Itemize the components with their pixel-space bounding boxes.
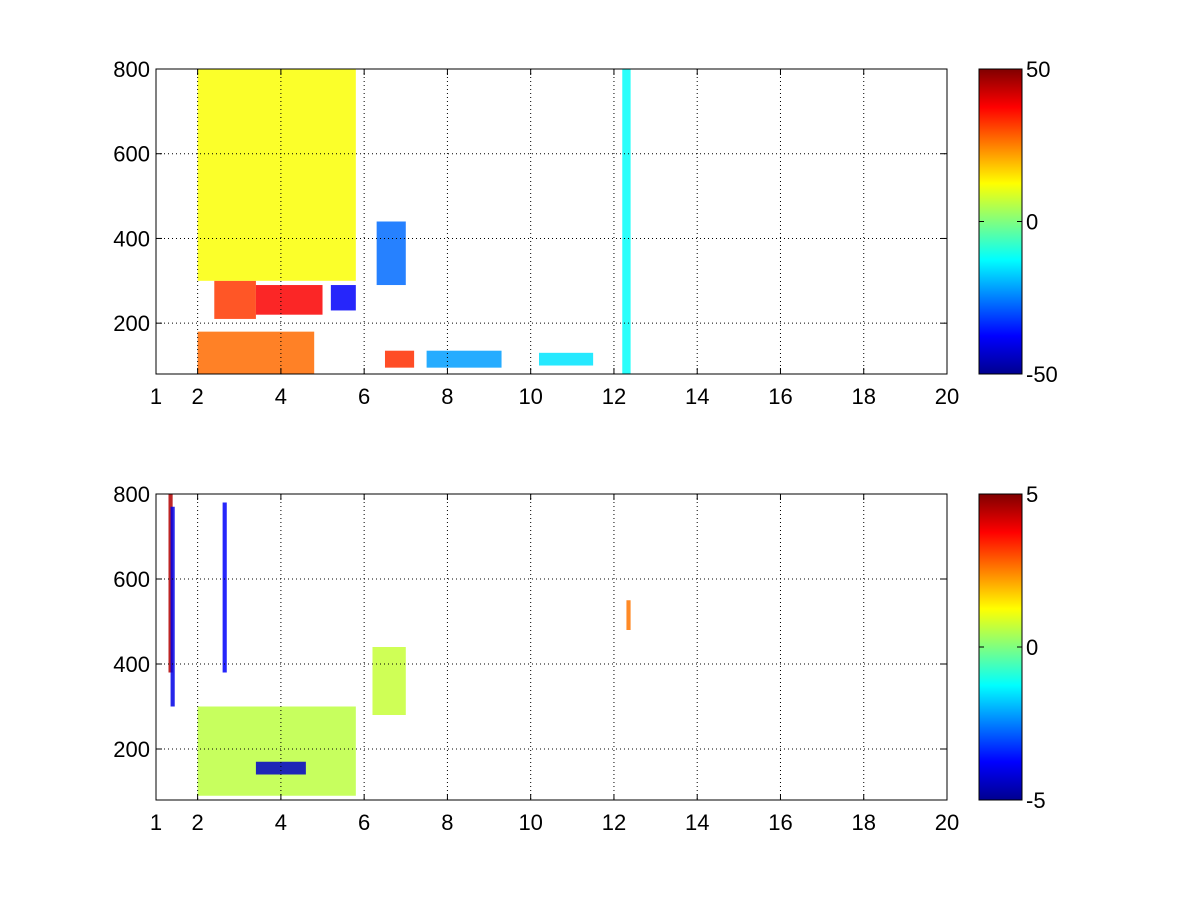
- colorbar: [978, 493, 1023, 801]
- x-tick-label: 18: [851, 384, 875, 409]
- heatmap-cell: [168, 494, 173, 673]
- x-tick-label: 4: [275, 810, 287, 835]
- x-tick-label: 1: [150, 810, 162, 835]
- x-tick-label: 10: [518, 384, 542, 409]
- x-tick-label: 10: [518, 810, 542, 835]
- heatmap-cell: [626, 600, 631, 630]
- colorbar-tick-label: -50: [1026, 362, 1058, 387]
- axes-frame: [155, 493, 948, 801]
- y-tick-label: 800: [113, 482, 150, 507]
- y-tick-label: 600: [113, 142, 150, 167]
- heatmap-cell: [197, 69, 356, 281]
- heatmap-cell: [214, 280, 256, 319]
- x-tick-label: 16: [768, 810, 792, 835]
- y-tick-label: 200: [113, 737, 150, 762]
- x-tick-label: 18: [851, 810, 875, 835]
- x-tick-label: 14: [685, 384, 709, 409]
- x-tick-label: 12: [602, 810, 626, 835]
- y-tick-label: 400: [113, 652, 150, 677]
- x-tick-label: 6: [358, 810, 370, 835]
- colorbar: [978, 68, 1023, 375]
- x-tick-label: 20: [935, 810, 959, 835]
- colorbar-tick-label: 50: [1026, 57, 1050, 82]
- heatmap-cell: [426, 350, 502, 368]
- axes-frame: [155, 68, 948, 375]
- y-tick-label: 200: [113, 311, 150, 336]
- x-tick-label: 14: [685, 810, 709, 835]
- x-tick-label: 8: [441, 384, 453, 409]
- y-tick-label: 400: [113, 226, 150, 251]
- heatmap-cell: [222, 502, 227, 673]
- y-tick-label: 600: [113, 567, 150, 592]
- x-tick-label: 20: [935, 384, 959, 409]
- x-tick-label: 6: [358, 384, 370, 409]
- colorbar-tick-label: -5: [1026, 788, 1046, 813]
- x-tick-label: 1: [150, 384, 162, 409]
- heatmap-cell: [255, 285, 323, 315]
- heatmap-cell: [197, 331, 315, 374]
- colorbar-tick-label: 5: [1026, 482, 1038, 507]
- x-tick-label: 8: [441, 810, 453, 835]
- x-tick-label: 2: [192, 384, 204, 409]
- x-tick-label: 2: [192, 810, 204, 835]
- x-tick-label: 16: [768, 384, 792, 409]
- heatmap-cell: [330, 285, 356, 311]
- heatmap-cell: [376, 221, 406, 286]
- heatmap-cell: [539, 352, 594, 366]
- heatmap-cell: [622, 69, 631, 374]
- heatmap-cell: [170, 506, 175, 707]
- heatmap-cell: [197, 706, 356, 796]
- x-tick-label: 12: [602, 384, 626, 409]
- heatmap-cell: [255, 761, 306, 775]
- colorbar-tick-label: 0: [1026, 635, 1038, 660]
- y-tick-label: 800: [113, 57, 150, 82]
- x-tick-label: 4: [275, 384, 287, 409]
- heatmap-cell: [384, 350, 415, 368]
- colorbar-tick-label: 0: [1026, 210, 1038, 235]
- heatmap-cell: [372, 647, 406, 715]
